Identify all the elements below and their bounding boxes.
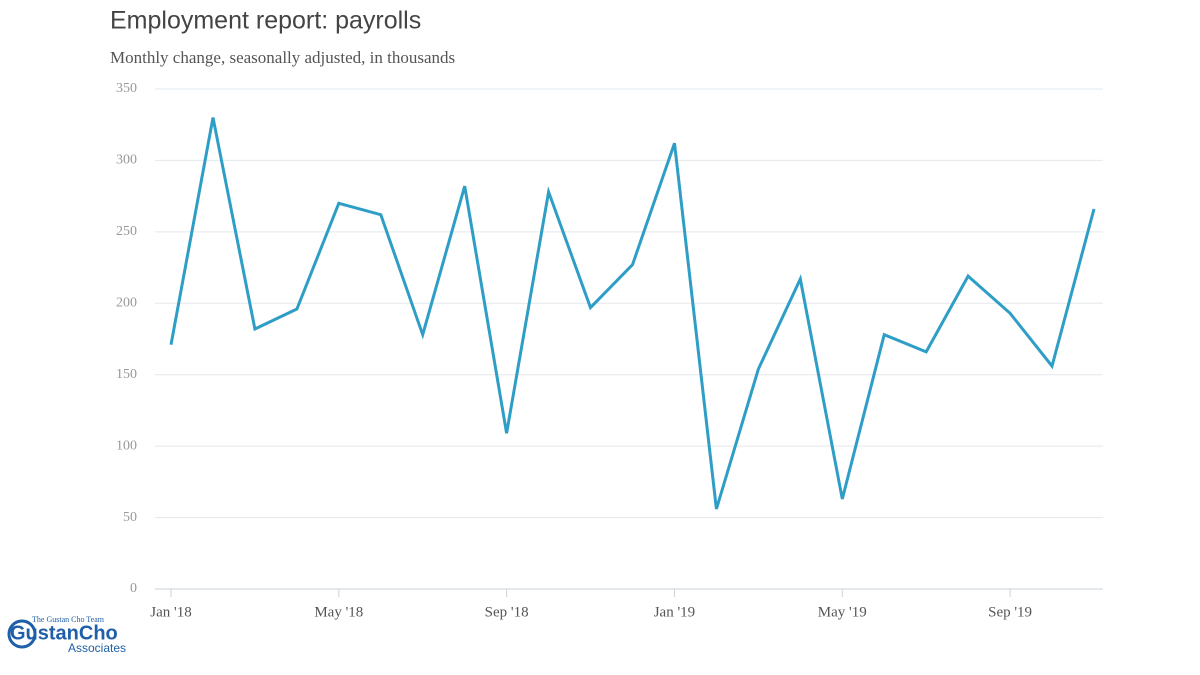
chart-title: Employment report: payrolls [110, 7, 421, 35]
y-tick-label: 300 [116, 153, 137, 168]
y-tick-label: 100 [116, 438, 137, 453]
y-tick-label: 250 [116, 224, 137, 239]
logo: The Gustan Cho Team GustanCho Associates [7, 615, 126, 655]
x-tick-label: May '18 [314, 604, 363, 620]
y-tick-label: 350 [116, 81, 137, 96]
line-series [169, 117, 1096, 510]
y-tick-label: 50 [123, 510, 137, 525]
chart-subtitle: Monthly change, seasonally adjusted, in … [110, 48, 455, 67]
logo-tagline: The Gustan Cho Team [32, 615, 105, 624]
logo-name: GustanCho [10, 622, 118, 644]
y-tick-label: 200 [116, 296, 137, 311]
x-tick-label: Sep '18 [485, 604, 529, 620]
logo-ring [7, 619, 37, 649]
x-tick-label: Jan '18 [150, 604, 191, 620]
y-tick-label: 0 [130, 581, 137, 596]
logo-sub: Associates [68, 641, 126, 655]
x-tick-label: Jan '19 [654, 604, 695, 620]
y-tick-label: 150 [116, 367, 137, 382]
x-tick-label: Sep '19 [988, 604, 1032, 620]
x-tick-label: May '19 [818, 604, 867, 620]
